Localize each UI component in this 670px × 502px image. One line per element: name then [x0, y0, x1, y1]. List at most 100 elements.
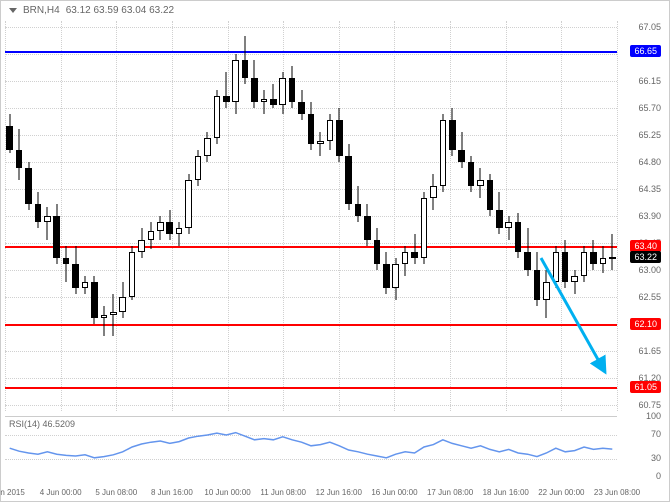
candle — [345, 21, 352, 411]
candle — [505, 21, 512, 411]
candle — [543, 21, 550, 411]
candle — [82, 21, 89, 411]
main-chart-area[interactable] — [5, 21, 617, 411]
rsi-line-chart — [5, 417, 617, 477]
candle — [440, 21, 447, 411]
candle — [185, 21, 192, 411]
candle — [166, 21, 173, 411]
x-tick-label: 22 Jun 00:00 — [538, 488, 584, 497]
candle — [411, 21, 418, 411]
candle — [581, 21, 588, 411]
candle — [53, 21, 60, 411]
candle — [176, 21, 183, 411]
candle — [16, 21, 23, 411]
y-tick-label: 64.80 — [638, 157, 661, 167]
candle — [261, 21, 268, 411]
candle — [91, 21, 98, 411]
candle — [195, 21, 202, 411]
candle — [72, 21, 79, 411]
x-tick-label: 8 Jun 16:00 — [151, 488, 193, 497]
candle — [383, 21, 390, 411]
candle — [44, 21, 51, 411]
candle — [336, 21, 343, 411]
rsi-panel[interactable]: RSI(14) 46.5209 — [5, 416, 617, 476]
candle — [242, 21, 249, 411]
candle — [6, 21, 13, 411]
candle — [468, 21, 475, 411]
candle — [553, 21, 560, 411]
line-price-tag: 66.65 — [630, 45, 661, 57]
x-tick-label: 4 Jun 00:00 — [40, 488, 82, 497]
candle — [101, 21, 108, 411]
ohlc-label: 63.12 63.59 63.04 63.22 — [66, 5, 174, 16]
time-x-axis: 2 Jun 20154 Jun 00:005 Jun 08:008 Jun 16… — [5, 481, 617, 497]
candle — [308, 21, 315, 411]
grid-line — [61, 21, 62, 411]
y-tick-label: 65.70 — [638, 103, 661, 113]
y-tick-label: 64.35 — [638, 184, 661, 194]
x-tick-label: 17 Jun 08:00 — [427, 488, 473, 497]
y-tick-label: 61.65 — [638, 346, 661, 356]
candle — [590, 21, 597, 411]
candle — [534, 21, 541, 411]
candle — [157, 21, 164, 411]
symbol-label: BRN,H4 — [23, 5, 60, 16]
candle — [35, 21, 42, 411]
candle — [232, 21, 239, 411]
x-tick-label: 5 Jun 08:00 — [95, 488, 137, 497]
chart-container: BRN,H4 63.12 63.59 63.04 63.22 67.05 66.6… — [0, 0, 670, 502]
candle — [524, 21, 531, 411]
candle — [421, 21, 428, 411]
y-tick-label: 62.55 — [638, 292, 661, 302]
y-tick-label: 63.00 — [638, 265, 661, 275]
candle — [138, 21, 145, 411]
candle — [327, 21, 334, 411]
candle — [571, 21, 578, 411]
candle — [214, 21, 221, 411]
x-tick-label: 12 Jun 16:00 — [316, 488, 362, 497]
y-tick-label: 60.75 — [638, 400, 661, 410]
candle — [477, 21, 484, 411]
candle — [402, 21, 409, 411]
candle — [392, 21, 399, 411]
x-tick-label: 16 Jun 00:00 — [371, 488, 417, 497]
candle — [430, 21, 437, 411]
dropdown-icon[interactable] — [9, 8, 17, 13]
price-y-axis: 67.0566.6066.1565.7065.2564.8064.3563.90… — [615, 21, 665, 411]
chart-header: BRN,H4 63.12 63.59 63.04 63.22 — [9, 5, 174, 16]
rsi-y-axis: 10070300 — [615, 416, 665, 476]
candle — [364, 21, 371, 411]
candle — [487, 21, 494, 411]
candle — [204, 21, 211, 411]
rsi-y-tick-label: 70 — [651, 429, 661, 439]
candle — [458, 21, 465, 411]
x-tick-label: 18 Jun 16:00 — [483, 488, 529, 497]
x-tick-label: 10 Jun 00:00 — [204, 488, 250, 497]
y-tick-label: 66.15 — [638, 76, 661, 86]
y-tick-label: 63.90 — [638, 211, 661, 221]
candle — [355, 21, 362, 411]
candle — [298, 21, 305, 411]
line-price-tag: 62.10 — [630, 318, 661, 330]
candle — [119, 21, 126, 411]
rsi-y-tick-label: 0 — [656, 471, 661, 481]
candle — [317, 21, 324, 411]
candle — [129, 21, 136, 411]
candle — [223, 21, 230, 411]
candle — [251, 21, 258, 411]
candle — [289, 21, 296, 411]
candle — [562, 21, 569, 411]
candle — [374, 21, 381, 411]
y-tick-label: 65.25 — [638, 130, 661, 140]
candle — [148, 21, 155, 411]
candle — [25, 21, 32, 411]
candle — [63, 21, 70, 411]
candle — [600, 21, 607, 411]
y-tick-label: 67.05 — [638, 22, 661, 32]
candle — [449, 21, 456, 411]
candle — [515, 21, 522, 411]
candle — [279, 21, 286, 411]
x-tick-label: 11 Jun 08:00 — [260, 488, 306, 497]
x-tick-label: 2 Jun 2015 — [0, 488, 25, 497]
line-price-tag: 61.05 — [630, 381, 661, 393]
